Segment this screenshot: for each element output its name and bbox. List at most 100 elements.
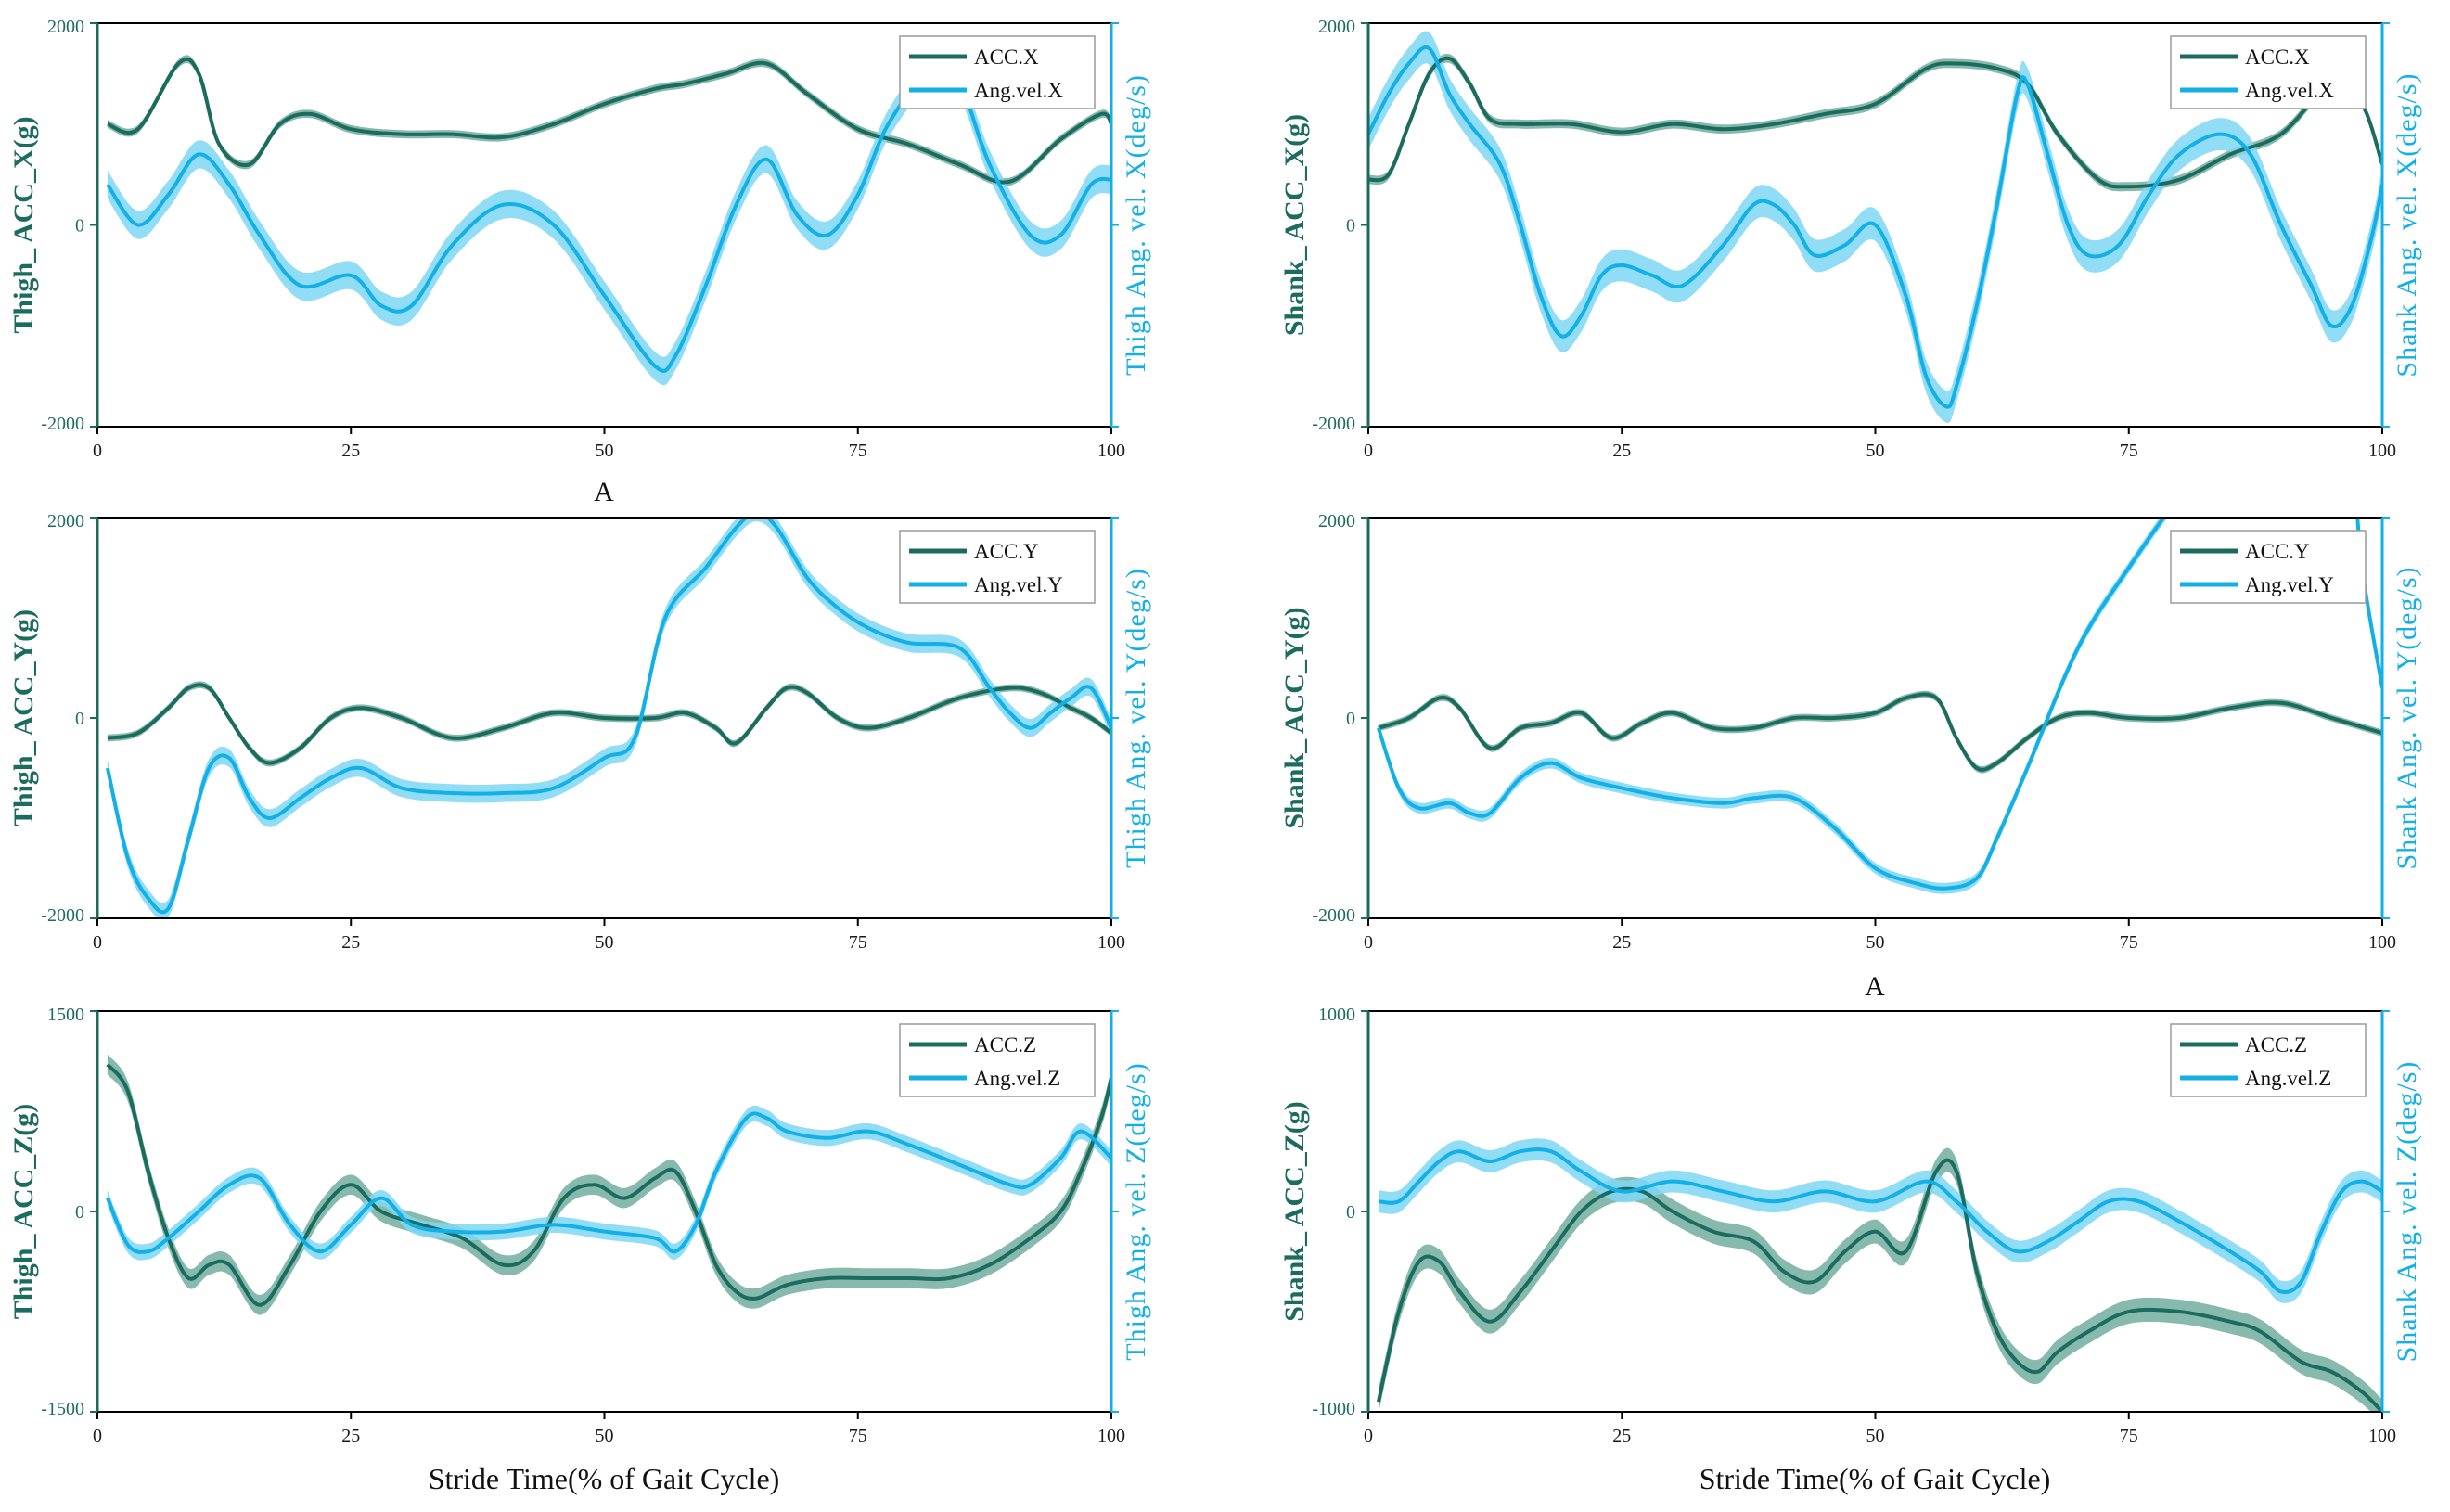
series-line-angvel	[1378, 1147, 2382, 1294]
legend: ACC.X Ang.vel.X	[899, 35, 1096, 109]
plot-area	[1368, 31, 2382, 423]
y-tick-label: -1000	[1312, 1399, 1355, 1419]
series-line-acc	[1376, 1158, 2382, 1412]
legend-box	[2170, 35, 2367, 109]
chart-shank-z: 0 25 50 75 100 -1000 0 1000 Shank_ ACC_Z(g) Shank…	[1279, 1005, 2422, 1446]
y-tick-label: 0	[1346, 1202, 1355, 1223]
legend-label-acc: ACC.X	[2245, 45, 2310, 69]
legend-box	[899, 35, 1096, 109]
y-axis-label-right: Thigh Ang. vel. Y(deg/s)	[1121, 568, 1151, 868]
y-tick-label: 2000	[47, 511, 84, 532]
x-tick-label: 75	[849, 932, 867, 953]
plot-area	[1376, 1138, 2382, 1412]
series-line-angvel	[105, 518, 1111, 915]
y-tick-label: -1500	[41, 1399, 84, 1419]
chart-shank-y: 0 25 50 75 100 -2000 0 2000 Shank_ ACC_Y(g) Shank…	[1279, 511, 2422, 953]
y-axis-label-left: Thigh_ ACC_Z(g)	[8, 1104, 39, 1320]
legend-box	[899, 1023, 1096, 1097]
y-tick-label: 0	[1346, 709, 1355, 729]
legend-label-acc: ACC.X	[974, 45, 1039, 69]
chart-thigh-x: 0 25 50 75 100 -2000 0 2000 Thigh_ ACC_X(g) Thigh…	[8, 17, 1151, 461]
y-tick-label: 2000	[1318, 17, 1355, 37]
legend-label-angvel: Ang.vel.X	[2245, 79, 2334, 102]
x-tick-label: 100	[2368, 1426, 2396, 1446]
x-tick-label: 25	[341, 932, 360, 953]
y-tick-label: 0	[75, 216, 84, 237]
legend-label-angvel: Ang.vel.Z	[974, 1067, 1060, 1090]
x-axis-title: Stride Time(% of Gait Cycle)	[1700, 1462, 2051, 1495]
x-tick-label: 100	[1097, 441, 1125, 461]
x-tick-label: 0	[1364, 932, 1373, 953]
legend-label-angvel: Ang.vel.X	[974, 79, 1063, 102]
x-tick-label: 100	[1097, 1426, 1125, 1446]
x-tick-label: 50	[596, 932, 614, 953]
y-axis-label-right: Shank Ang. vel. Z(deg/s)	[2392, 1061, 2422, 1363]
x-tick-label: 50	[596, 1426, 614, 1446]
legend-label-angvel: Ang.vel.Y	[974, 573, 1063, 596]
y-axis-label-right: Thigh Ang. vel. X(deg/s)	[1121, 74, 1151, 376]
band-angvel	[107, 1105, 1111, 1261]
legend: ACC.Z Ang.vel.Z	[899, 1023, 1096, 1097]
x-tick-label: 50	[1866, 441, 1885, 461]
series-line-acc	[106, 1063, 1111, 1307]
band-acc	[107, 1054, 1111, 1315]
y-tick-label: 1000	[1318, 1005, 1355, 1025]
x-tick-label: 100	[2368, 441, 2396, 461]
series-line-acc	[107, 57, 1111, 185]
plot-area	[106, 1054, 1111, 1315]
series-line-acc	[1378, 692, 2382, 772]
y-tick-label: -2000	[1312, 414, 1355, 434]
y-axis-label-left: Shank_ ACC_X(g)	[1279, 114, 1310, 336]
x-tick-label: 0	[93, 932, 102, 953]
x-tick-label: 50	[1866, 932, 1885, 953]
x-tick-label: 25	[341, 1426, 360, 1446]
y-tick-label: 0	[75, 1202, 84, 1223]
legend-label-acc: ACC.Y	[974, 540, 1039, 563]
y-axis-label-right: Shank Ang. vel. Y(deg/s)	[2392, 566, 2422, 869]
panel-letter: A	[1865, 971, 1885, 1002]
legend-label-acc: ACC.Z	[2245, 1033, 2307, 1057]
y-tick-label: -2000	[41, 905, 84, 926]
x-tick-label: 75	[849, 1426, 867, 1446]
series-line-angvel	[106, 1111, 1111, 1254]
x-tick-label: 50	[596, 441, 614, 461]
y-tick-label: 1500	[47, 1005, 84, 1025]
x-tick-label: 25	[1612, 1426, 1631, 1446]
legend-box	[899, 530, 1096, 604]
band-acc	[1378, 1147, 2382, 1412]
legend-label-acc: ACC.Y	[2245, 540, 2310, 563]
series-line-acc	[107, 683, 1111, 765]
x-tick-label: 100	[2368, 932, 2396, 953]
y-tick-label: -2000	[41, 414, 84, 434]
y-axis-label-right: Thigh Ang. vel. Z(deg/s)	[1121, 1062, 1151, 1360]
y-tick-label: 2000	[1318, 511, 1355, 532]
series-line-acc	[1368, 56, 2382, 189]
band-angvel	[107, 518, 1111, 918]
y-axis-label-left: Shank_ ACC_Z(g)	[1279, 1101, 1310, 1322]
chart-thigh-z: 0 25 50 75 100 -1500 0 1500 Thigh_ ACC_Z(g) Thigh…	[8, 1005, 1151, 1446]
x-tick-label: 75	[2120, 441, 2138, 461]
x-tick-label: 0	[93, 1426, 102, 1446]
legend: ACC.X Ang.vel.X	[2170, 35, 2367, 109]
x-axis-title: Stride Time(% of Gait Cycle)	[429, 1462, 780, 1495]
legend: ACC.Y Ang.vel.Y	[899, 530, 1096, 604]
x-tick-label: 25	[1612, 932, 1631, 953]
legend: ACC.Z Ang.vel.Z	[2170, 1023, 2367, 1097]
series-line-angvel	[1377, 518, 2382, 891]
series-line-angvel	[1368, 45, 2382, 409]
y-tick-label: 0	[75, 709, 84, 729]
y-axis-label-right: Shank Ang. vel. X(deg/s)	[2392, 72, 2422, 377]
x-tick-label: 100	[1097, 932, 1125, 953]
y-tick-label: -2000	[1312, 905, 1355, 926]
legend-box	[2170, 530, 2367, 604]
x-tick-label: 25	[1612, 441, 1631, 461]
plot-area	[1377, 518, 2382, 894]
x-tick-label: 75	[849, 441, 867, 461]
legend-label-acc: ACC.Z	[974, 1033, 1036, 1057]
band-acc	[107, 681, 1111, 767]
chart-shank-x: 0 25 50 75 100 -2000 0 2000 Shank_ ACC_X(g) Shank…	[1279, 17, 2422, 461]
x-tick-label: 0	[1364, 1426, 1373, 1446]
x-tick-label: 50	[1866, 1426, 1885, 1446]
x-tick-label: 25	[341, 441, 360, 461]
